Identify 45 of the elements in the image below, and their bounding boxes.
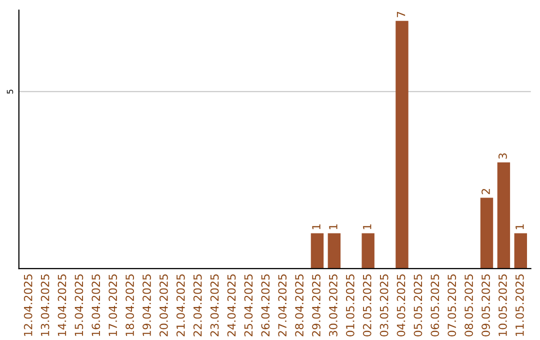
x-tick-label: 05.05.2025 [414, 274, 422, 336]
bar [328, 233, 341, 269]
x-tick-label: 01.05.2025 [346, 274, 354, 336]
x-tick-label: 09.05.2025 [482, 274, 490, 336]
bar [310, 233, 324, 269]
x-tick-label: 12.04.2025 [24, 274, 32, 336]
x-tick-label: 30.04.2025 [329, 274, 338, 336]
x-tick-label: 07.05.2025 [448, 274, 456, 336]
x-tick-label: 13.04.2025 [40, 274, 50, 336]
data-label: 7 [396, 12, 406, 18]
x-tick-label: 23.04.2025 [210, 274, 219, 336]
ref-line-label: 5 [6, 90, 14, 94]
data-label: 1 [312, 224, 320, 230]
x-tick-label: 02.05.2025 [362, 274, 372, 336]
bar [396, 20, 408, 269]
x-tick-label: 03.05.2025 [380, 274, 388, 336]
x-tick-label: 14.04.2025 [58, 274, 66, 336]
data-label: 1 [363, 224, 372, 230]
x-tick-label: 26.04.2025 [261, 274, 270, 336]
x-tick-label: 20.04.2025 [160, 274, 168, 336]
x-tick-label: 15.04.2025 [74, 274, 84, 336]
x-tick-label: 04.05.2025 [396, 274, 406, 336]
x-tick-label: 18.04.2025 [126, 274, 134, 336]
data-label: 1 [516, 224, 524, 230]
x-tick-label: 21.04.2025 [176, 274, 185, 336]
x-tick-label: 06.05.2025 [430, 274, 440, 336]
bar [514, 233, 528, 269]
x-tick-label: 17.04.2025 [108, 274, 118, 336]
x-tick-label: 27.04.2025 [278, 274, 287, 336]
x-tick-label: 28.04.2025 [295, 274, 304, 336]
x-tick-label: 11.05.2025 [515, 274, 524, 336]
x-tick-label: 22.04.2025 [193, 274, 202, 336]
x-tick-label: 25.04.2025 [244, 274, 253, 336]
bar [362, 233, 374, 269]
x-tick-label: 08.05.2025 [464, 274, 474, 336]
x-tick-label: 29.04.2025 [312, 274, 320, 336]
data-label: 3 [498, 153, 507, 159]
x-tick-label: 10.05.2025 [498, 274, 507, 336]
data-label: 1 [329, 224, 338, 230]
bar [480, 198, 494, 269]
x-tick-label: 24.04.2025 [227, 274, 236, 336]
x-tick-label: 16.04.2025 [92, 274, 100, 336]
data-label: 2 [482, 189, 490, 194]
x-tick-label: 19.04.2025 [142, 274, 151, 336]
bar [497, 162, 510, 269]
